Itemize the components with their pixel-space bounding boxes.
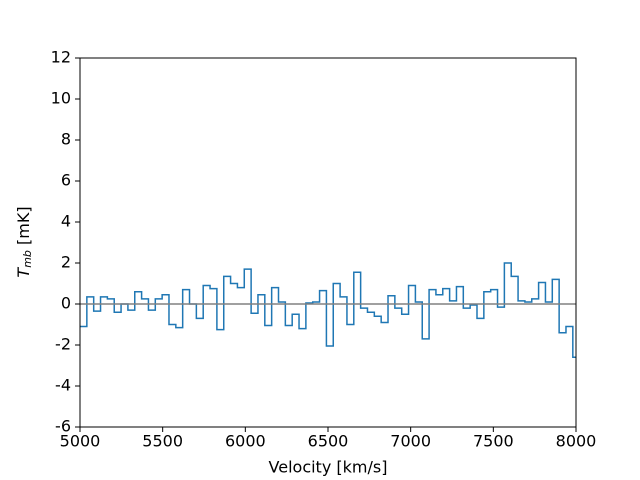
spectrum-line — [80, 262, 576, 359]
y-label-subscript: mb — [21, 250, 34, 268]
y-tick-label: 4 — [61, 212, 71, 231]
x-tick-label: 5500 — [142, 432, 183, 451]
y-tick-label: 10 — [51, 89, 71, 108]
y-axis-label: Tmb [mK] — [14, 206, 35, 277]
y-tick-label: 8 — [61, 130, 71, 149]
x-tick-label: 7500 — [473, 432, 514, 451]
y-tick-label: -4 — [55, 376, 71, 395]
y-tick-label: 0 — [61, 294, 71, 313]
y-tick-label: -6 — [55, 417, 71, 436]
x-tick-label: 8000 — [556, 432, 597, 451]
y-tick-label: 6 — [61, 171, 71, 190]
y-tick-label: 2 — [61, 253, 71, 272]
plot-frame — [79, 57, 577, 428]
y-label-symbol: T — [14, 267, 33, 278]
y-tick-label: -2 — [55, 335, 71, 354]
y-label-unit: [mK] — [14, 206, 33, 245]
x-tick-label: 7000 — [390, 432, 431, 451]
y-tick-label: 12 — [51, 48, 71, 67]
x-axis-label: Velocity [km/s] — [269, 458, 388, 477]
x-tick-label: 5000 — [60, 432, 101, 451]
x-tick-label: 6500 — [308, 432, 349, 451]
x-tick-label: 6000 — [225, 432, 266, 451]
